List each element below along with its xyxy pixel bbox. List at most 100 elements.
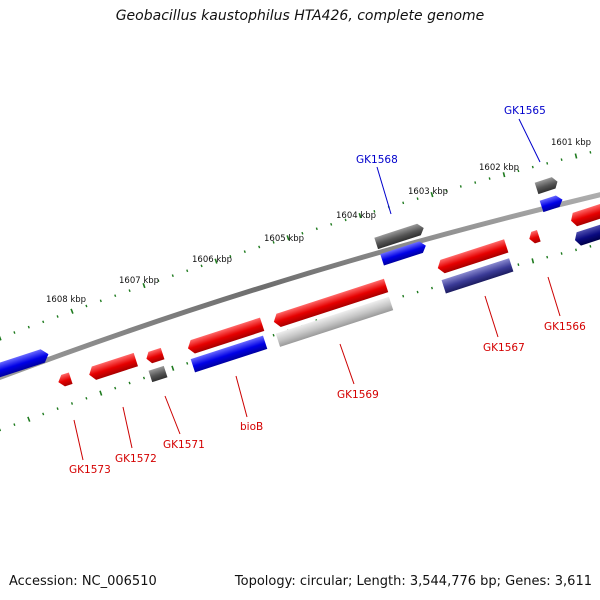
gene-label-gk1572: GK1572: [115, 453, 157, 465]
accession-text: Accession: NC_006510: [9, 574, 157, 589]
minor-scale-tick: [445, 189, 448, 192]
minor-scale-tick: [258, 245, 261, 249]
minor-scale-tick: [128, 381, 131, 385]
minor-scale-tick: [171, 274, 174, 278]
gene-feature-right-red[interactable]: [569, 201, 600, 227]
minor-scale-tick: [546, 255, 549, 259]
major-scale-tick: [286, 235, 290, 241]
gene-label-gk1573: GK1573: [69, 464, 111, 476]
minor-scale-tick: [416, 197, 419, 200]
genome-summary-text: Topology: circular; Length: 3,544,776 bp…: [234, 574, 592, 589]
minor-scale-tick: [488, 177, 491, 180]
minor-scale-tick: [474, 181, 477, 184]
minor-scale-tick: [402, 201, 405, 205]
gene-feature-right-navy[interactable]: [573, 221, 600, 247]
major-scale-tick: [142, 282, 146, 289]
minor-scale-tick: [56, 407, 59, 411]
minor-scale-tick: [416, 290, 419, 294]
gene-feature-left-blue[interactable]: [0, 347, 51, 380]
major-scale-tick: [70, 308, 74, 314]
minor-scale-tick: [402, 294, 405, 298]
gene-feature-gk1571-red[interactable]: [145, 347, 165, 365]
scale-label: 1603 kbp: [408, 187, 448, 197]
gene-label-gk1566: GK1566: [544, 321, 586, 333]
major-scale-tick: [171, 365, 175, 371]
scale-label: 1604 kbp: [336, 211, 376, 221]
gene-feature-gk1565-dark[interactable]: [534, 176, 560, 195]
scale-label: 1606 kbp: [192, 255, 232, 265]
scale-label: 1608 kbp: [46, 295, 86, 305]
gene-feature-gk1568-dark[interactable]: [374, 222, 425, 250]
major-scale-tick: [531, 258, 535, 264]
gene-label-gk1571: GK1571: [163, 439, 205, 451]
gene-feature-biob[interactable]: [190, 335, 268, 373]
minor-scale-tick: [301, 231, 304, 235]
gene-feature-gk1566[interactable]: [527, 230, 541, 245]
scale-label: 1601 kbp: [551, 138, 591, 148]
gene-feature-gk1571[interactable]: [148, 365, 168, 383]
minor-scale-tick: [142, 376, 146, 380]
minor-scale-tick: [85, 396, 88, 400]
gene-label-gk1567: GK1567: [483, 342, 525, 354]
scale-label: 1607 kbp: [119, 276, 159, 286]
major-scale-tick: [99, 390, 103, 396]
minor-scale-tick: [128, 289, 131, 293]
minor-scale-tick: [13, 423, 16, 426]
minor-scale-tick: [85, 304, 88, 308]
minor-scale-tick: [272, 240, 275, 244]
minor-scale-tick: [431, 286, 433, 290]
scale-label: 1605 kbp: [264, 234, 304, 244]
minor-scale-tick: [229, 254, 232, 258]
minor-scale-tick: [157, 279, 160, 282]
gene-feature-gk1572[interactable]: [87, 352, 138, 381]
upper-scale-ticks: [0, 151, 592, 341]
minor-scale-tick: [531, 165, 534, 169]
minor-scale-tick: [56, 315, 59, 318]
minor-scale-tick: [330, 222, 333, 226]
gene-feature-gk1567[interactable]: [441, 258, 514, 294]
minor-scale-tick: [459, 185, 462, 188]
major-scale-tick: [502, 172, 506, 178]
minor-scale-tick: [186, 269, 189, 273]
gene-feature-gk1565[interactable]: [539, 194, 565, 213]
minor-scale-tick: [575, 248, 577, 252]
major-scale-tick: [27, 416, 31, 422]
gene-feature-biob-red[interactable]: [186, 317, 265, 355]
major-scale-tick: [214, 258, 218, 264]
major-scale-tick: [358, 212, 362, 219]
page-title: Geobacillus kaustophilus HTA426, complet…: [115, 8, 485, 24]
minor-scale-tick: [13, 331, 16, 334]
gene-label-gk1568: GK1568: [356, 154, 398, 166]
genome-backbone: [0, 192, 600, 381]
gene-feature-gk1568[interactable]: [380, 240, 427, 266]
minor-scale-tick: [42, 320, 45, 324]
minor-scale-tick: [70, 402, 74, 405]
gene-feature-gk1569-red[interactable]: [272, 278, 389, 329]
minor-scale-tick: [517, 263, 520, 266]
gene-feature-gk1573[interactable]: [56, 372, 73, 387]
gene-label-gk1565: GK1565: [504, 105, 546, 117]
minor-scale-tick: [186, 361, 189, 365]
minor-scale-tick: [114, 294, 117, 298]
minor-scale-tick: [560, 252, 563, 255]
minor-scale-tick: [546, 162, 549, 165]
minor-scale-tick: [200, 264, 203, 268]
minor-scale-tick: [373, 210, 376, 213]
gene-label-biob: bioB: [240, 421, 263, 433]
minor-scale-tick: [272, 333, 275, 337]
minor-scale-tick: [114, 386, 117, 390]
minor-scale-tick: [589, 151, 592, 154]
gene-label-gk1569: GK1569: [337, 389, 379, 401]
minor-scale-tick: [27, 325, 30, 329]
minor-scale-tick: [560, 158, 563, 161]
minor-scale-tick: [589, 245, 592, 248]
gene-feature-gk1567-red[interactable]: [436, 239, 509, 275]
label-leader-lines: [73, 118, 561, 461]
minor-scale-tick: [344, 218, 347, 222]
gene-feature-gk1569[interactable]: [275, 296, 394, 347]
minor-scale-tick: [517, 169, 520, 173]
minor-scale-tick: [42, 412, 45, 416]
minor-scale-tick: [99, 299, 102, 303]
